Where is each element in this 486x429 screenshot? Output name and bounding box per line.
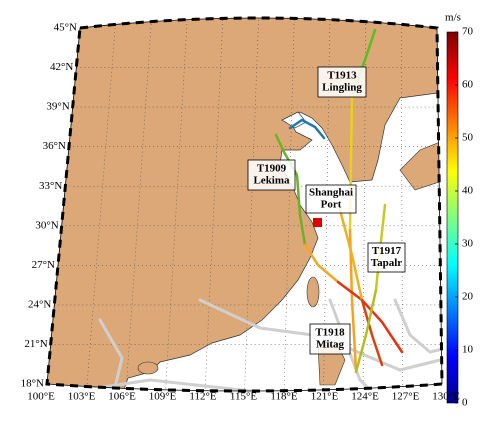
colorbar-tick-label: 10 [462, 344, 474, 356]
lon-label: 130°E [432, 391, 460, 403]
lat-label: 39°N [46, 101, 69, 113]
japan [399, 139, 442, 191]
track-mitag [360, 298, 384, 367]
lon-label: 118°E [270, 391, 297, 403]
annotation-box [367, 242, 406, 273]
lat-label: 33°N [39, 180, 62, 192]
hainan [137, 361, 159, 375]
track-lekima [274, 133, 307, 247]
colorbar-tick-label: 20 [462, 291, 474, 303]
colorbar-tick-label: 0 [462, 397, 468, 409]
lon-label: 109°E [149, 391, 177, 403]
annotation-text: Lekima [253, 175, 290, 187]
lat-label: 27°N [32, 259, 55, 271]
colorbar [446, 31, 459, 404]
taiwan [306, 276, 320, 308]
annotation-text: Lingling [322, 82, 362, 94]
lat-label: 24°N [28, 298, 51, 310]
track-lekima [303, 243, 340, 284]
track-lekima [288, 118, 326, 140]
annotation-text: Tapalr [371, 257, 403, 269]
annotation-text: Port [321, 199, 342, 211]
track-mitag [338, 208, 364, 302]
lon-label: 112°E [189, 391, 216, 403]
lon-label: 121°E [311, 391, 339, 403]
annotation-text: Mitag [316, 339, 345, 351]
annotation-text: Shanghai [309, 187, 353, 199]
shanghai-port-marker [313, 218, 322, 227]
annotation-text: T1909 [257, 163, 287, 175]
annotation-box [247, 159, 296, 191]
lat-label: 36°N [43, 140, 66, 152]
lon-label: 103°E [68, 391, 96, 403]
track-tapalr [354, 288, 378, 374]
labels: 45°N 42°N 39°N 36°N 33°N 30°N 27°N 24°N 21°N 18°N… [21, 22, 460, 403]
annotation-text: T1917 [372, 245, 402, 257]
annotation-box [309, 323, 351, 355]
colorbar-tick-label: 50 [462, 132, 474, 144]
annotation-text: T1913 [327, 70, 357, 82]
colorbar-tick-label: 70 [462, 26, 474, 38]
lat-label: 21°N [24, 338, 47, 350]
graticule [50, 19, 442, 391]
track [393, 298, 442, 354]
lat-label: 30°N [35, 219, 58, 231]
lat-label: 45°N [54, 22, 77, 34]
lon-label: 106°E [108, 391, 136, 403]
lon-label: 115°E [230, 391, 257, 403]
map-frame-outline [46, 17, 443, 392]
colorbar-unit: m/s [445, 12, 461, 24]
annotation-box [305, 184, 357, 214]
lon-label: 127°E [392, 391, 420, 403]
lon-label: 100°E [27, 391, 55, 403]
colorbar-tick-label: 60 [462, 79, 474, 91]
annotation-box [317, 66, 367, 98]
lat-label: 42°N [50, 61, 73, 73]
colorbar-tick-label: 30 [462, 238, 474, 250]
lat-label: 18°N [21, 378, 44, 390]
annotation-text: T1918 [315, 327, 345, 339]
lon-label: 124°E [351, 391, 379, 403]
colorbar-tick-label: 40 [462, 185, 474, 197]
